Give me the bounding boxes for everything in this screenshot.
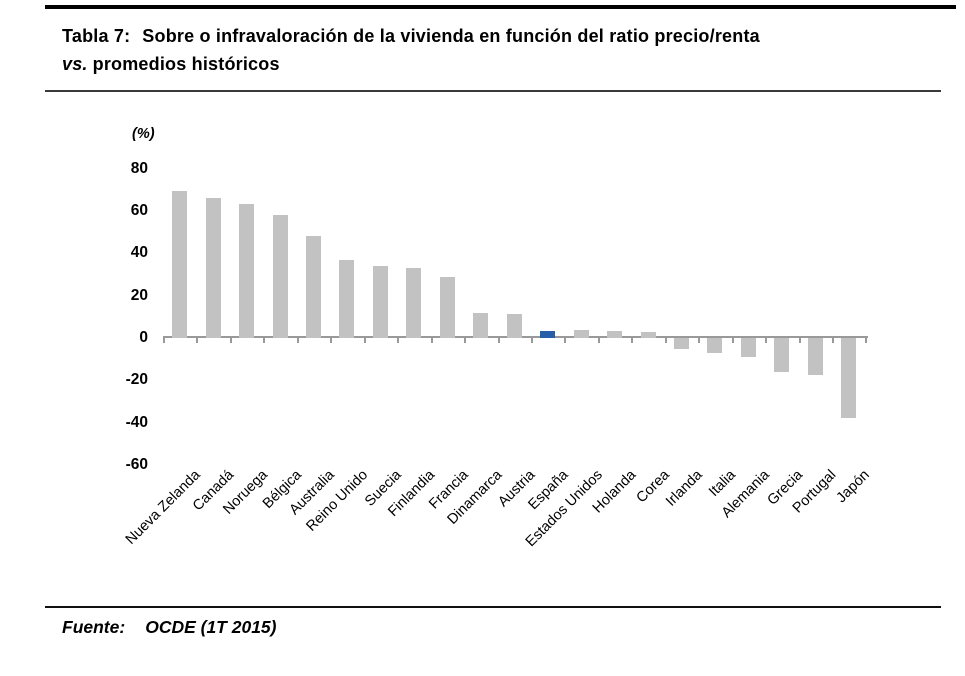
footer-divider — [45, 606, 941, 608]
x-tick — [865, 338, 868, 343]
x-tick — [631, 338, 634, 343]
bar-estados-unidos — [573, 329, 589, 338]
y-axis-unit-label: (%) — [132, 126, 155, 142]
y-tick-label--20: -20 — [125, 371, 148, 389]
x-tick — [263, 338, 266, 343]
top-rule — [45, 5, 956, 9]
bar-japón — [841, 338, 857, 419]
table-number: Tabla 7: — [62, 26, 131, 46]
x-tick — [798, 338, 801, 343]
x-tick — [832, 338, 834, 343]
y-tick-label-60: 60 — [130, 202, 148, 220]
x-tick — [731, 338, 734, 343]
bar-suecia — [372, 266, 388, 338]
bar-noruega — [239, 203, 255, 338]
y-tick-label--40: -40 — [125, 413, 148, 431]
x-tick — [564, 338, 567, 343]
title-vs: vs. — [62, 54, 88, 74]
figure-title: Tabla 7: Sobre o infravaloración de la vi… — [62, 22, 942, 78]
x-tick — [698, 338, 701, 343]
x-tick — [430, 338, 433, 343]
bar-holanda — [607, 330, 623, 338]
y-tick-label-80: 80 — [130, 159, 148, 177]
bar-francia — [439, 276, 455, 338]
x-tick — [765, 338, 768, 343]
bar-corea — [640, 331, 656, 338]
x-tick — [597, 338, 600, 343]
bar-españa — [540, 330, 556, 338]
title-divider — [45, 90, 941, 92]
y-tick-label-40: 40 — [130, 244, 148, 262]
x-tick — [296, 338, 299, 343]
source-note: Fuente: OCDE (1T 2015) — [62, 617, 277, 638]
x-tick — [163, 338, 165, 343]
bar-nueva-zelanda — [172, 191, 188, 338]
x-tick — [330, 338, 333, 343]
x-tick — [229, 338, 232, 343]
title-text: Sobre o infravaloración de la vivienda e… — [142, 26, 760, 46]
x-tick — [664, 338, 667, 343]
bar-finlandia — [406, 268, 422, 338]
bar-bélgica — [272, 215, 288, 338]
source-label: Fuente: — [62, 617, 126, 637]
bar-italia — [707, 338, 723, 353]
x-tick — [530, 338, 533, 343]
bar-portugal — [807, 338, 823, 375]
x-tick — [397, 338, 400, 343]
x-tick — [464, 338, 467, 343]
bar-irlanda — [673, 338, 689, 349]
source-value: OCDE (1T 2015) — [145, 617, 277, 637]
x-tick — [196, 338, 199, 343]
bar-australia — [306, 236, 322, 338]
y-tick-label-20: 20 — [130, 286, 148, 304]
x-tick — [363, 338, 366, 343]
bar-reino-unido — [339, 259, 355, 338]
bar-alemania — [740, 338, 756, 358]
figure-title-line1: Tabla 7: Sobre o infravaloración de la vi… — [62, 22, 942, 50]
x-tick — [497, 338, 500, 343]
title-text-2: promedios históricos — [92, 54, 280, 74]
x-axis-label-nueva-zelanda: Nueva Zelanda — [123, 467, 205, 548]
bar-dinamarca — [473, 312, 489, 338]
y-tick-label-0: 0 — [139, 329, 148, 346]
x-axis-label-japón: Japón — [833, 467, 874, 507]
figure-title-line2: vs. promedios históricos — [62, 50, 942, 78]
bar-austria — [506, 313, 522, 338]
bar-grecia — [774, 338, 790, 372]
y-tick-label--60: -60 — [125, 455, 148, 473]
bar-canadá — [205, 198, 221, 338]
